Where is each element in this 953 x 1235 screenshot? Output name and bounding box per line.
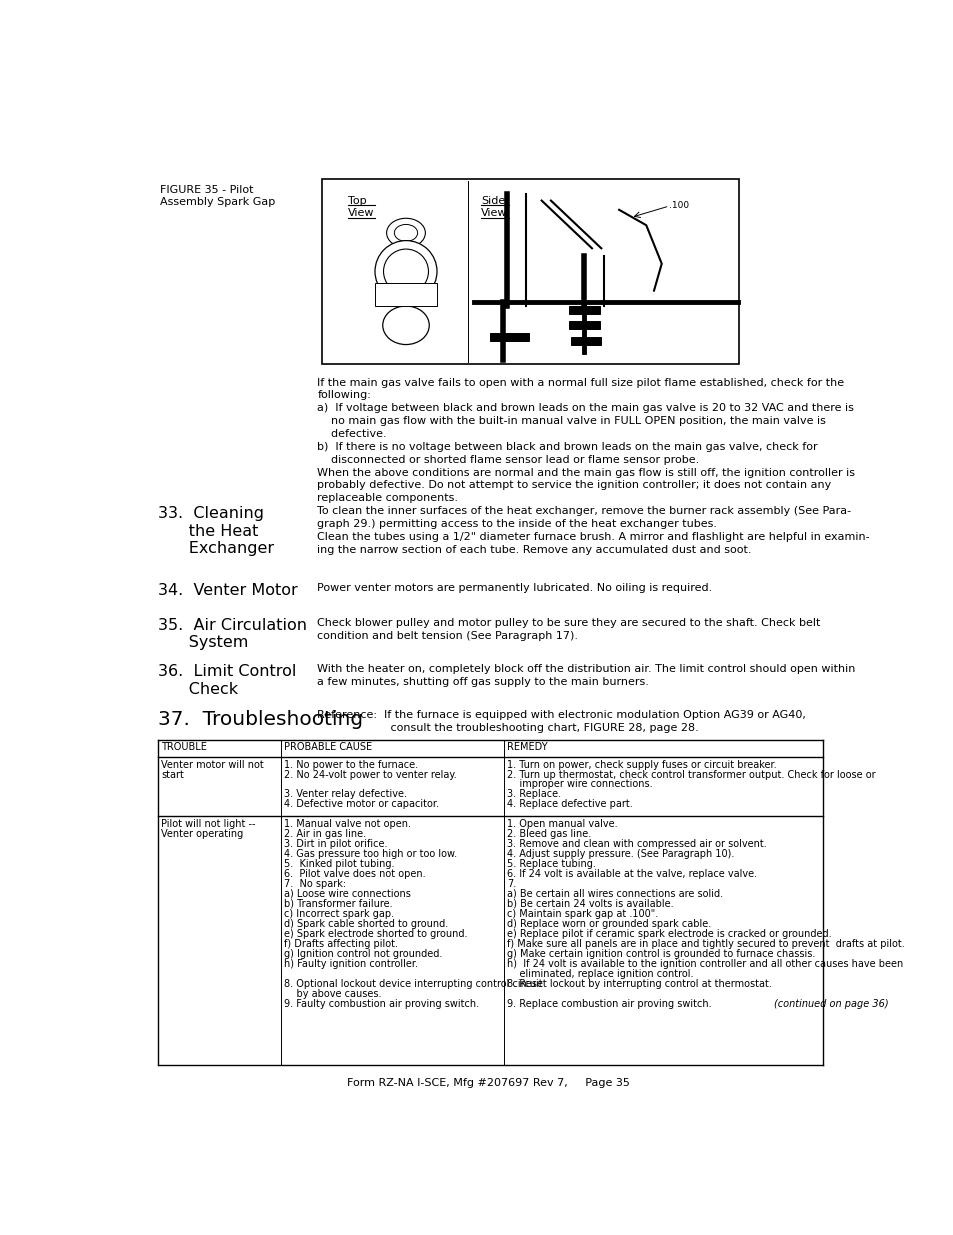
Text: 9. Faulty combustion air proving switch.: 9. Faulty combustion air proving switch. (284, 999, 479, 1009)
Text: 4. Replace defective part.: 4. Replace defective part. (507, 799, 633, 809)
Ellipse shape (383, 249, 428, 294)
Text: 8. Optional lockout device interrupting control circuit: 8. Optional lockout device interrupting … (284, 978, 542, 989)
Text: PROBABLE CAUSE: PROBABLE CAUSE (284, 742, 373, 752)
Text: 33.  Cleaning
      the Heat
      Exchanger: 33. Cleaning the Heat Exchanger (157, 506, 274, 556)
Text: ing the narrow section of each tube. Remove any accumulated dust and soot.: ing the narrow section of each tube. Rem… (317, 545, 751, 555)
Text: Side: Side (480, 196, 505, 206)
Bar (571, 337, 599, 345)
Text: 1. Open manual valve.: 1. Open manual valve. (507, 819, 618, 829)
Text: 36.  Limit Control
      Check: 36. Limit Control Check (157, 664, 295, 697)
Bar (322, 179, 739, 364)
Text: 6.  Pilot valve does not open.: 6. Pilot valve does not open. (284, 869, 426, 879)
Text: REMEDY: REMEDY (507, 742, 547, 752)
Text: 2. Air in gas line.: 2. Air in gas line. (284, 829, 366, 839)
Text: start: start (161, 769, 184, 779)
Bar (490, 333, 529, 341)
Text: 5. Replace tubing.: 5. Replace tubing. (507, 858, 596, 869)
Text: following:: following: (317, 390, 371, 400)
Text: b)  If there is no voltage between black and brown leads on the main gas valve, : b) If there is no voltage between black … (317, 442, 817, 452)
Ellipse shape (386, 219, 425, 247)
Bar (568, 306, 599, 314)
Text: e) Replace pilot if ceramic spark electrode is cracked or grounded.: e) Replace pilot if ceramic spark electr… (507, 929, 831, 939)
Text: 6. If 24 volt is available at the valve, replace valve.: 6. If 24 volt is available at the valve,… (507, 869, 757, 879)
Text: To clean the inner surfaces of the heat exchanger, remove the burner rack assemb: To clean the inner surfaces of the heat … (317, 506, 851, 516)
Text: a) Be certain all wires connections are solid.: a) Be certain all wires connections are … (507, 889, 722, 899)
Text: 34.  Venter Motor: 34. Venter Motor (157, 583, 297, 598)
Text: Power venter motors are permanently lubricated. No oiling is required.: Power venter motors are permanently lubr… (317, 583, 712, 593)
Text: 37.  Troubleshooting: 37. Troubleshooting (157, 710, 362, 730)
Text: 4. Adjust supply pressure. (See Paragraph 10).: 4. Adjust supply pressure. (See Paragrap… (507, 848, 734, 858)
Text: no main gas flow with the built-in manual valve in FULL OPEN position, the main : no main gas flow with the built-in manua… (317, 416, 825, 426)
Text: 1. Turn on power, check supply fuses or circuit breaker.: 1. Turn on power, check supply fuses or … (507, 760, 777, 769)
Text: 7.: 7. (507, 879, 517, 889)
Text: Pilot will not light --: Pilot will not light -- (161, 819, 255, 829)
Text: c) Maintain spark gap at .100".: c) Maintain spark gap at .100". (507, 909, 658, 919)
Text: 7.  No spark:: 7. No spark: (284, 879, 346, 889)
Text: 4. Gas pressure too high or too low.: 4. Gas pressure too high or too low. (284, 848, 457, 858)
Text: disconnected or shorted flame sensor lead or flame sensor probe.: disconnected or shorted flame sensor lea… (317, 454, 699, 464)
Text: 4. Defective motor or capacitor.: 4. Defective motor or capacitor. (284, 799, 439, 809)
Text: 8. Reset lockout by interrupting control at thermostat.: 8. Reset lockout by interrupting control… (507, 978, 772, 989)
Bar (568, 321, 599, 330)
Text: graph 29.) permitting access to the inside of the heat exchanger tubes.: graph 29.) permitting access to the insi… (317, 519, 717, 529)
Text: Check blower pulley and motor pulley to be sure they are secured to the shaft. C: Check blower pulley and motor pulley to … (317, 618, 820, 627)
Text: 3. Dirt in pilot orifice.: 3. Dirt in pilot orifice. (284, 839, 388, 848)
Text: a) Loose wire connections: a) Loose wire connections (284, 889, 411, 899)
Text: g) Make certain ignition control is grounded to furnace chassis.: g) Make certain ignition control is grou… (507, 948, 815, 958)
Text: e) Spark electrode shorted to ground.: e) Spark electrode shorted to ground. (284, 929, 468, 939)
Text: Clean the tubes using a 1/2" diameter furnace brush. A mirror and flashlight are: Clean the tubes using a 1/2" diameter fu… (317, 532, 869, 542)
Text: .100: .100 (669, 200, 689, 210)
Text: 3. Remove and clean with compressed air or solvent.: 3. Remove and clean with compressed air … (507, 839, 766, 848)
Text: consult the troubleshooting chart, FIGURE 28, page 28.: consult the troubleshooting chart, FIGUR… (317, 724, 699, 734)
Text: When the above conditions are normal and the main gas flow is still off, the ign: When the above conditions are normal and… (317, 468, 855, 478)
Text: h) Faulty ignition controller.: h) Faulty ignition controller. (284, 958, 418, 968)
Ellipse shape (375, 241, 436, 303)
Text: a)  If voltage between black and brown leads on the main gas valve is 20 to 32 V: a) If voltage between black and brown le… (317, 404, 853, 414)
Text: 3. Replace.: 3. Replace. (507, 789, 561, 799)
Text: g) Ignition control not grounded.: g) Ignition control not grounded. (284, 948, 442, 958)
Text: Venter motor will not: Venter motor will not (161, 760, 264, 769)
Text: Reference:  If the furnace is equipped with electronic modulation Option AG39 or: Reference: If the furnace is equipped wi… (317, 710, 805, 720)
Text: defective.: defective. (317, 429, 387, 438)
Text: View: View (348, 209, 374, 219)
Text: 2. Turn up thermostat, check control transformer output. Check for loose or: 2. Turn up thermostat, check control tra… (507, 769, 875, 779)
Text: d) Spark cable shorted to ground.: d) Spark cable shorted to ground. (284, 919, 448, 929)
Text: by above causes.: by above causes. (284, 989, 381, 999)
Ellipse shape (394, 225, 417, 241)
Text: 1. Manual valve not open.: 1. Manual valve not open. (284, 819, 411, 829)
Text: c) Incorrect spark gap.: c) Incorrect spark gap. (284, 909, 395, 919)
Text: Venter operating: Venter operating (161, 829, 243, 839)
Text: FIGURE 35 - Pilot
Assembly Spark Gap: FIGURE 35 - Pilot Assembly Spark Gap (159, 185, 274, 206)
Text: Form RZ-NA I-SCE, Mfg #207697 Rev 7,     Page 35: Form RZ-NA I-SCE, Mfg #207697 Rev 7, Pag… (347, 1078, 630, 1088)
Ellipse shape (382, 306, 429, 345)
Text: h)  If 24 volt is available to the ignition controller and all other causes have: h) If 24 volt is available to the igniti… (507, 958, 902, 968)
Text: 5.  Kinked pilot tubing.: 5. Kinked pilot tubing. (284, 858, 395, 869)
Text: With the heater on, completely block off the distribution air. The limit control: With the heater on, completely block off… (317, 664, 855, 674)
Text: If the main gas valve fails to open with a normal full size pilot flame establis: If the main gas valve fails to open with… (317, 378, 843, 388)
Text: 35.  Air Circulation
      System: 35. Air Circulation System (157, 618, 306, 651)
Text: eliminated, replace ignition control.: eliminated, replace ignition control. (507, 968, 693, 979)
Text: d) Replace worn or grounded spark cable.: d) Replace worn or grounded spark cable. (507, 919, 711, 929)
Text: Top: Top (348, 196, 366, 206)
Text: 9. Replace combustion air proving switch.: 9. Replace combustion air proving switch… (507, 999, 711, 1009)
Text: b) Transformer failure.: b) Transformer failure. (284, 899, 393, 909)
Text: TROUBLE: TROUBLE (161, 742, 207, 752)
Text: View: View (480, 209, 507, 219)
Text: 3. Venter relay defective.: 3. Venter relay defective. (284, 789, 407, 799)
Text: probably defective. Do not attempt to service the ignition controller; it does n: probably defective. Do not attempt to se… (317, 480, 831, 490)
Text: b) Be certain 24 volts is available.: b) Be certain 24 volts is available. (507, 899, 674, 909)
Text: replaceable components.: replaceable components. (317, 493, 457, 503)
Text: (continued on page 36): (continued on page 36) (773, 999, 887, 1009)
Bar (375, 283, 436, 306)
Text: 2. No 24-volt power to venter relay.: 2. No 24-volt power to venter relay. (284, 769, 456, 779)
Text: f) Make sure all panels are in place and tightly secured to prevent  drafts at p: f) Make sure all panels are in place and… (507, 939, 904, 948)
Text: 1. No power to the furnace.: 1. No power to the furnace. (284, 760, 418, 769)
Text: a few minutes, shutting off gas supply to the main burners.: a few minutes, shutting off gas supply t… (317, 677, 649, 687)
Text: 2. Bleed gas line.: 2. Bleed gas line. (507, 829, 591, 839)
Text: improper wire connections.: improper wire connections. (507, 779, 653, 789)
Text: f) Drafts affecting pilot.: f) Drafts affecting pilot. (284, 939, 398, 948)
Text: condition and belt tension (See Paragraph 17).: condition and belt tension (See Paragrap… (317, 631, 578, 641)
